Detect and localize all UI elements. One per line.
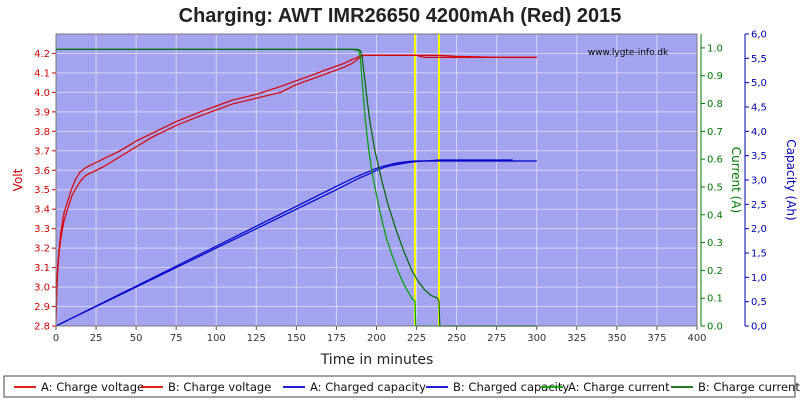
y-current-tick-label: 1.0 [707,43,723,54]
series-lines [55,48,537,327]
y-left-tick-label: 4.2 [34,49,50,60]
y-current-tick-label: 0.6 [707,155,723,166]
y-capacity-tick-label: 5,0 [751,78,767,89]
plot-frame [55,33,698,327]
x-tick-label: 200 [367,333,386,344]
x-tick-label: 400 [687,333,706,344]
y-left-tick-label: 3.0 [34,283,50,294]
y-left-tick-label: 3.8 [34,127,50,138]
y-capacity-tick-label: 0,0 [751,322,767,333]
y-current-tick-label: 0.2 [707,266,723,277]
y-current-tick-label: 0.9 [707,71,723,82]
y-left-tick-label: 2.9 [34,302,50,313]
chart-title: Charging: AWT IMR26650 4200mAh (Red) 201… [179,5,622,27]
y-capacity-tick-label: 2,5 [751,200,767,211]
y-axis-label-current: Current (A) [729,147,743,213]
y-left-tick-label: 3.2 [34,244,50,255]
legend-label: B: Charged capacity [453,380,569,394]
y-current-tick-label: 0.8 [707,99,723,110]
x-tick-label: 225 [407,333,426,344]
series-line [55,54,537,323]
y-capacity-tick-label: 0,5 [751,297,767,308]
y-current-tick-label: 0.0 [707,322,723,333]
y-left-tick-label: 3.1 [34,263,50,274]
axes [52,33,749,330]
legend-label: A: Charge current [568,380,670,394]
y-left-tick-label: 2.8 [34,322,50,333]
x-tick-label: 250 [447,333,466,344]
y-current-tick-label: 0.3 [707,238,723,249]
y-capacity-tick-label: 3,5 [751,151,767,162]
x-axis-label: Time in minutes [320,352,434,368]
x-tick-label: 175 [327,333,346,344]
y-capacity-tick-label: 4,0 [751,127,767,138]
y-left-tick-label: 4.1 [34,68,50,79]
legend: A: Charge voltage B: Charge voltage A: Cha… [3,375,800,398]
x-tick-label: 300 [527,333,546,344]
series-line [55,159,513,327]
series-line [56,48,537,327]
y-current-tick-label: 0.5 [707,182,723,193]
y-axis-label-left: Volt [11,168,25,191]
y-left-tick-label: 3.3 [34,224,50,235]
y-axis-label-capacity: Capacity (Ah) [784,139,798,220]
x-tick-label: 75 [170,333,183,344]
x-tick-label: 275 [487,333,506,344]
y-capacity-tick-label: 4,5 [751,103,767,114]
y-capacity-tick-label: 3,0 [751,176,767,187]
y-left-tick-label: 4.0 [34,88,50,99]
marker-lines [413,34,440,326]
y-capacity-tick-label: 5,5 [751,54,767,65]
y-capacity-tick-label: 1,0 [751,273,767,284]
x-tick-label: 0 [53,333,59,344]
y-current-tick-label: 0.7 [707,127,723,138]
x-tick-label: 100 [207,333,226,344]
y-left-tick-label: 3.6 [34,166,50,177]
y-left-tick-label: 3.7 [34,146,50,157]
x-tick-label: 325 [567,333,586,344]
x-tick-label: 375 [647,333,666,344]
y-left-tick-label: 3.5 [34,185,50,196]
x-tick-label: 350 [607,333,626,344]
y-current-tick-label: 0.1 [707,294,723,305]
tick-labels: 0 25 50 75 100 125 150 175 200 225 250 275 300 325 350… [34,30,767,345]
y-left-tick-label: 3.4 [34,205,50,216]
legend-label: B: Charge voltage [168,380,271,394]
x-tick-label: 25 [90,333,103,344]
x-tick-label: 150 [287,333,306,344]
y-capacity-tick-label: 2,0 [751,224,767,235]
x-tick-label: 50 [130,333,143,344]
y-left-tick-label: 3.9 [34,107,50,118]
y-current-tick-label: 0.4 [707,210,723,221]
y-capacity-tick-label: 6,0 [751,30,767,41]
y-capacity-tick-label: 1,5 [751,249,767,260]
legend-box [3,375,796,398]
legend-label: A: Charged capacity [310,380,426,394]
legend-label: B: Charge current [698,380,800,394]
series-line [56,48,537,327]
watermark: www.lygte-info.dk [588,48,669,58]
x-tick-label: 125 [247,333,266,344]
legend-label: A: Charge voltage [41,380,144,394]
